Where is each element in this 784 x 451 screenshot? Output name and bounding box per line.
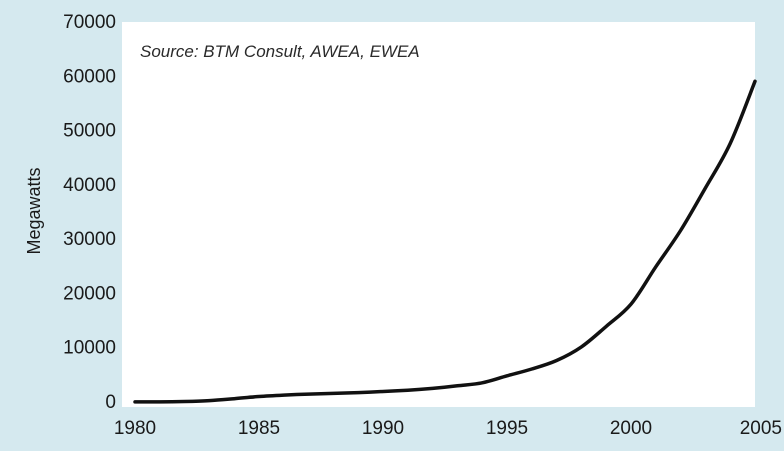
x-tick-label: 1990 <box>362 418 404 439</box>
y-tick-label: 60000 <box>63 66 116 87</box>
x-tick-label: 1985 <box>238 418 280 439</box>
x-tick-label: 2005 <box>740 418 782 439</box>
source-annotation: Source: BTM Consult, AWEA, EWEA <box>140 42 420 61</box>
y-tick-label: 50000 <box>63 121 116 142</box>
y-tick-label: 70000 <box>63 12 116 33</box>
x-tick-label: 2000 <box>610 418 652 439</box>
y-tick-label: 30000 <box>63 229 116 250</box>
x-tick-label: 1995 <box>486 418 528 439</box>
y-tick-label: 10000 <box>63 338 116 359</box>
y-tick-label: 40000 <box>63 175 116 196</box>
y-tick-label: 20000 <box>63 283 116 304</box>
x-tick-label: 1980 <box>114 418 156 439</box>
plot-area <box>122 22 755 407</box>
series-line <box>133 79 757 404</box>
x-axis-ticks: 1980 1985 1990 1995 2000 2005 <box>114 418 782 439</box>
y-axis-label: Megawatts <box>24 167 44 254</box>
y-tick-label: 0 <box>105 392 116 413</box>
y-axis-ticks: 0 10000 20000 30000 40000 50000 60000 70000 <box>63 12 116 413</box>
